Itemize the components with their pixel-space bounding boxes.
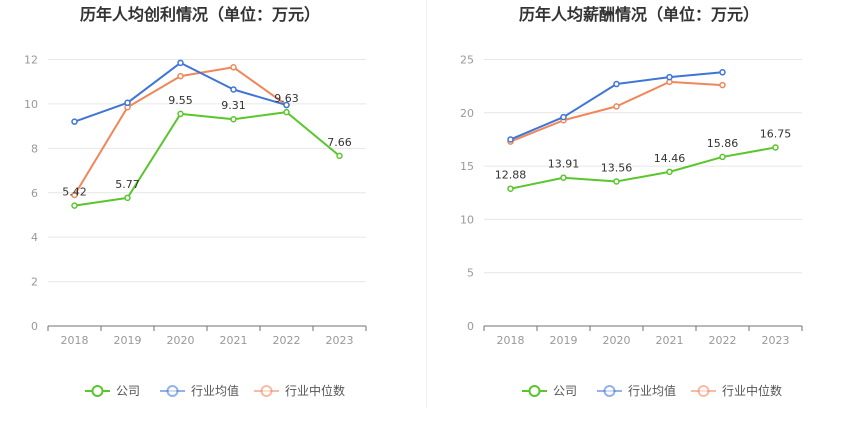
data-point	[613, 178, 620, 185]
legend-label: 行业均值	[628, 383, 676, 398]
salary-per-capita-chart: 历年人均薪酬情况（单位：万元） 0 5 10 15 20 25 2018 2019 2020 202…	[460, 5, 803, 398]
x-tick-label: 2020	[603, 334, 631, 347]
data-point	[666, 168, 673, 176]
x-tick-label: 2018	[61, 334, 89, 347]
legend-label: 公司	[116, 384, 140, 398]
data-label: 14.46	[654, 152, 686, 165]
data-point	[71, 118, 78, 125]
legend-marker	[697, 385, 710, 397]
series-line-industry-median	[510, 80, 723, 143]
y-tick-label: 10	[24, 98, 38, 111]
data-point	[560, 113, 567, 121]
data-point	[177, 59, 184, 67]
series-line-company	[74, 111, 341, 207]
data-point	[177, 72, 184, 80]
x-tick-label: 2019	[114, 334, 142, 347]
legend-item-company: 公司	[522, 384, 577, 398]
x-tick-label: 2018	[497, 334, 525, 347]
data-label: 9.55	[168, 94, 193, 107]
data-point	[71, 202, 78, 209]
data-label: 13.91	[548, 158, 580, 171]
data-label: 16.75	[760, 127, 792, 140]
y-tick-label: 25	[460, 54, 474, 67]
y-tick-label: 6	[31, 187, 38, 200]
legend-item-company: 公司	[85, 384, 140, 398]
legend-marker	[91, 385, 104, 397]
x-tick-label: 2019	[550, 334, 578, 347]
data-point	[283, 101, 290, 109]
data-point	[177, 110, 184, 118]
data-point	[613, 80, 620, 88]
legend-marker	[260, 385, 273, 397]
data-point	[772, 144, 779, 151]
y-tick-label: 20	[460, 107, 474, 120]
data-label: 9.63	[274, 92, 299, 105]
data-point	[336, 152, 343, 160]
legend-item-industry-median: 行业中位数	[254, 383, 345, 398]
data-point	[507, 136, 514, 143]
profit-per-capita-chart: 历年人均创利情况（单位：万元） 0 2 4 6 8 10 12 2018 2019 2020 2021…	[24, 5, 367, 398]
data-label: 13.56	[601, 161, 633, 174]
chart-title: 历年人均薪酬情况（单位：万元）	[519, 5, 759, 24]
y-tick-label: 0	[467, 320, 474, 333]
data-point	[71, 191, 78, 199]
legend-label: 行业中位数	[722, 383, 782, 398]
y-tick-label: 2	[31, 276, 38, 289]
data-point	[719, 81, 726, 89]
data-point	[124, 99, 131, 107]
series-line-industry-median	[73, 66, 288, 196]
x-tick-label: 2021	[656, 334, 684, 347]
legend-marker	[166, 385, 179, 397]
legend-label: 行业均值	[191, 383, 239, 398]
data-label: 15.86	[707, 137, 739, 150]
data-point	[283, 108, 290, 116]
x-tick-label: 2023	[326, 334, 354, 347]
legend-item-industry-median: 行业中位数	[691, 383, 782, 398]
y-tick-label: 5	[467, 267, 474, 280]
legend-item-industry-avg: 行业均值	[597, 383, 676, 398]
data-point	[124, 194, 131, 202]
chart-title: 历年人均创利情况（单位：万元）	[80, 5, 320, 24]
legend-label: 行业中位数	[285, 383, 345, 398]
x-tick-label: 2022	[709, 334, 737, 347]
data-label: 12.88	[495, 169, 527, 182]
chart-divider	[426, 0, 427, 408]
y-tick-label: 4	[31, 231, 38, 244]
data-label: 5.42	[62, 186, 87, 199]
x-tick-label: 2020	[167, 334, 195, 347]
y-tick-label: 12	[24, 54, 38, 67]
data-point	[560, 174, 567, 181]
data-label: 5.77	[115, 178, 140, 191]
y-tick-label: 0	[31, 320, 38, 333]
data-point	[666, 73, 673, 81]
legend-item-industry-avg: 行业均值	[160, 383, 239, 398]
x-tick-label: 2023	[762, 334, 790, 347]
legend-label: 公司	[553, 384, 577, 398]
data-label: 9.31	[221, 99, 246, 112]
data-point	[719, 69, 726, 76]
data-point	[230, 115, 237, 123]
data-point	[613, 103, 620, 110]
data-point	[719, 153, 726, 161]
x-tick-label: 2022	[273, 334, 301, 347]
data-point	[507, 185, 514, 192]
data-point	[230, 86, 237, 93]
x-tick-label: 2021	[220, 334, 248, 347]
data-point	[230, 64, 237, 71]
y-tick-label: 8	[31, 142, 38, 155]
data-label: 7.66	[327, 136, 352, 149]
legend-marker	[603, 385, 616, 397]
legend-marker	[528, 385, 541, 397]
y-tick-label: 10	[460, 213, 474, 226]
series-line-company	[510, 146, 776, 190]
y-tick-label: 15	[460, 160, 474, 173]
